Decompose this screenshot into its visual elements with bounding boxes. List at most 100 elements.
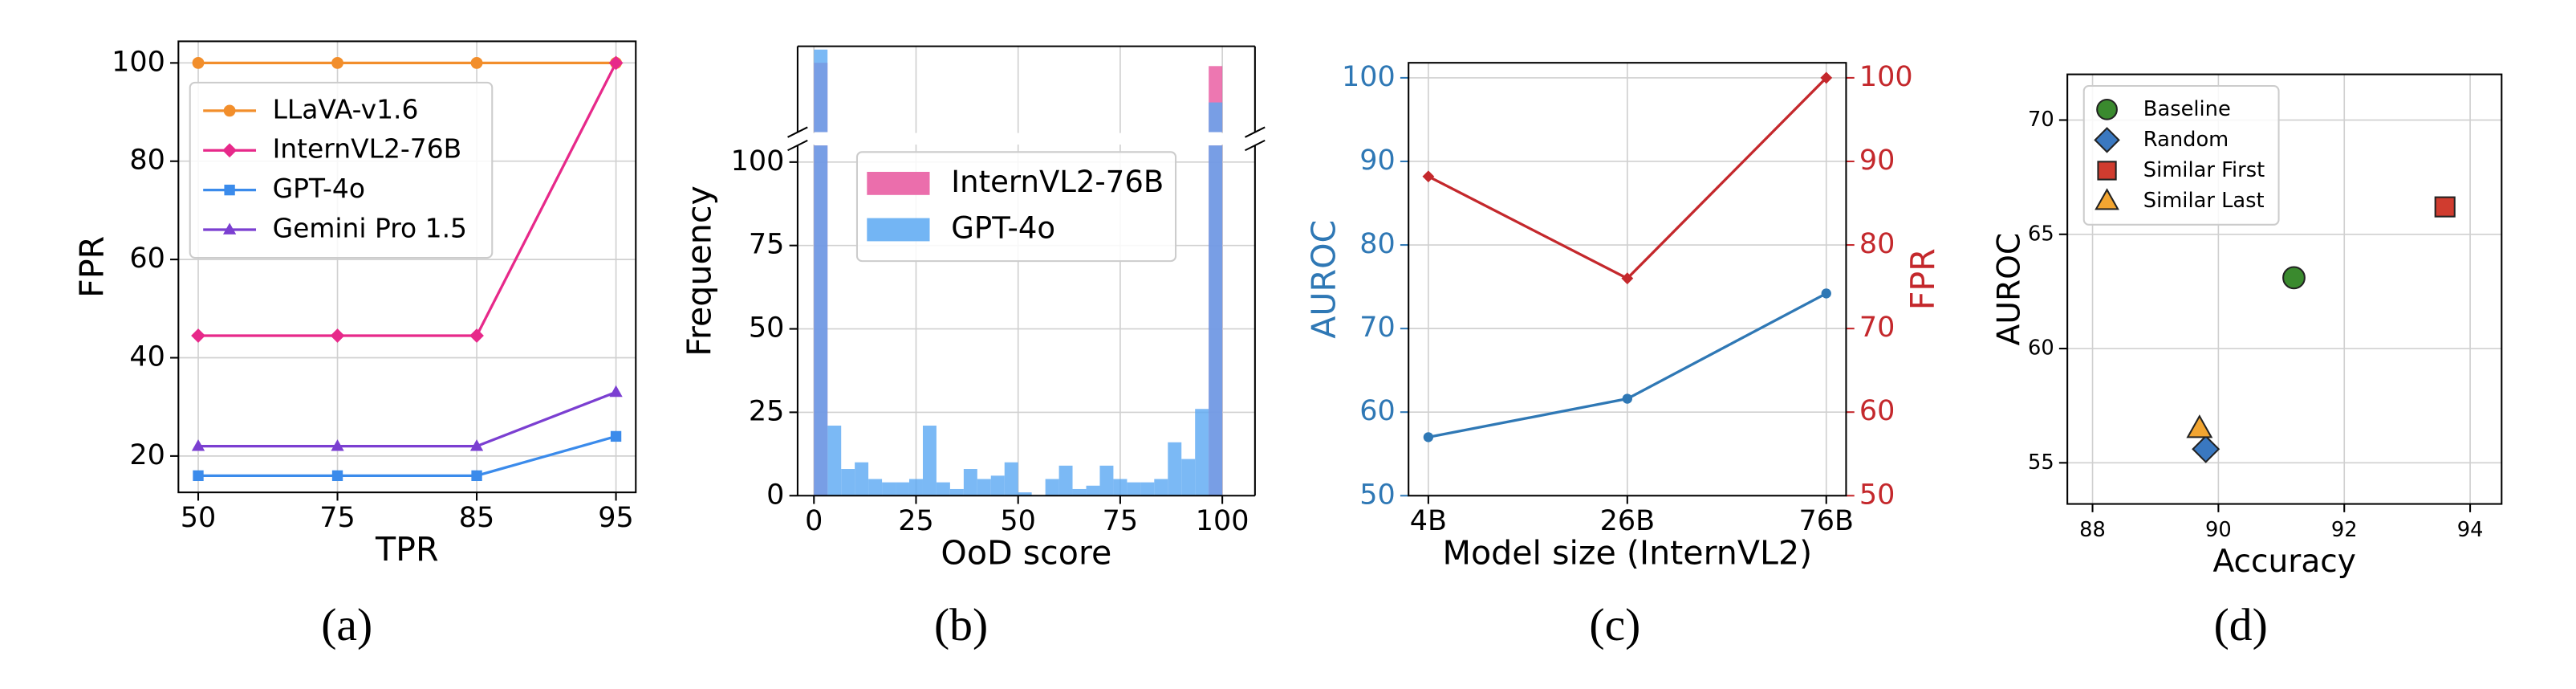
legend-box bbox=[2082, 84, 2280, 226]
legend-patch bbox=[867, 171, 930, 195]
y2-axis-label: FPR bbox=[1904, 248, 1942, 310]
x-tick-label: 94 bbox=[2457, 518, 2484, 542]
bar bbox=[1113, 479, 1128, 496]
legend-marker bbox=[2097, 161, 2117, 181]
x-tick-label: 88 bbox=[2079, 518, 2106, 542]
bar bbox=[977, 479, 991, 496]
marker bbox=[2434, 196, 2456, 218]
y-tick-label: 60 bbox=[1359, 395, 1396, 427]
legend-box bbox=[189, 81, 494, 259]
bar bbox=[963, 469, 977, 496]
legend-label: Gemini Pro 1.5 bbox=[273, 213, 467, 244]
series-line bbox=[198, 434, 617, 477]
legend-patch bbox=[867, 218, 930, 242]
marker bbox=[469, 439, 484, 451]
marker bbox=[192, 56, 205, 69]
x-tick-label: 4B bbox=[1410, 505, 1447, 537]
legend-marker bbox=[222, 143, 237, 158]
marker bbox=[610, 430, 622, 442]
x-tick-label: 92 bbox=[2331, 518, 2358, 542]
marker bbox=[331, 439, 344, 451]
x-axis-label: OoD score bbox=[941, 533, 1111, 572]
y-tick-label: 70 bbox=[1359, 312, 1396, 344]
caption: (d) bbox=[2214, 600, 2268, 650]
x-axis-label: Model size (InternVL2) bbox=[1442, 533, 1812, 572]
marker bbox=[1820, 71, 1833, 84]
legend-label: Baseline bbox=[2143, 97, 2231, 121]
y-tick-label: 80 bbox=[129, 145, 165, 177]
y-axis-label: FPR bbox=[72, 236, 111, 298]
bar bbox=[896, 482, 909, 496]
bar bbox=[1018, 492, 1032, 496]
bar bbox=[1154, 479, 1168, 496]
marker bbox=[2282, 266, 2306, 290]
marker bbox=[1622, 393, 1632, 404]
y-tick-label: 25 bbox=[749, 395, 785, 427]
y-tick-label: 100 bbox=[731, 145, 785, 177]
caption: (a) bbox=[321, 600, 372, 650]
bar bbox=[1209, 145, 1223, 496]
y-tick-label: 60 bbox=[129, 243, 165, 275]
bar bbox=[1140, 482, 1155, 496]
marker bbox=[470, 56, 483, 69]
series-line bbox=[198, 62, 618, 337]
bar bbox=[868, 479, 883, 496]
y-tick-label: 50 bbox=[1359, 479, 1396, 511]
legend-label: GPT-4o bbox=[951, 211, 1055, 246]
bar bbox=[1195, 409, 1209, 496]
y-tick-label: 90 bbox=[1359, 145, 1396, 177]
caption: (c) bbox=[1589, 600, 1640, 650]
x-tick-label: 75 bbox=[319, 502, 356, 534]
bar bbox=[1168, 442, 1182, 496]
y-tick-label: 0 bbox=[766, 479, 784, 511]
x-tick-label: 0 bbox=[805, 505, 823, 537]
y-tick-label: 70 bbox=[1859, 312, 1895, 344]
y-tick-label: 50 bbox=[1859, 479, 1895, 511]
legend-marker bbox=[2096, 98, 2118, 120]
y-tick-label: 100 bbox=[112, 46, 165, 78]
caption: (b) bbox=[934, 600, 988, 650]
legend-label: InternVL2-76B bbox=[273, 133, 462, 165]
y-axis-label: Frequency bbox=[681, 186, 719, 357]
bar bbox=[1086, 485, 1100, 496]
x-tick-label: 100 bbox=[1196, 505, 1249, 537]
bar bbox=[1045, 479, 1059, 496]
marker bbox=[331, 56, 343, 69]
grid-mask bbox=[795, 132, 1257, 145]
legend-label: GPT-4o bbox=[273, 173, 365, 204]
y-axis-label: AUROC bbox=[1992, 233, 2028, 346]
legend-label: Similar First bbox=[2143, 158, 2265, 182]
bar bbox=[1004, 462, 1018, 496]
marker bbox=[193, 470, 204, 482]
bar bbox=[990, 475, 1005, 496]
axis-break bbox=[787, 139, 808, 152]
marker bbox=[330, 328, 345, 343]
bar bbox=[1181, 459, 1196, 496]
legend-marker bbox=[2095, 188, 2119, 210]
y-tick-label: 40 bbox=[129, 340, 165, 373]
marker bbox=[2186, 414, 2213, 438]
y-tick-label: 90 bbox=[1859, 145, 1895, 177]
bar-upper bbox=[814, 49, 828, 132]
axis-break bbox=[1245, 139, 1266, 152]
marker bbox=[1423, 432, 1434, 442]
marker bbox=[331, 470, 343, 482]
bar bbox=[827, 426, 842, 496]
bar bbox=[841, 469, 855, 496]
x-tick-label: 85 bbox=[459, 502, 495, 534]
legend-label: Similar Last bbox=[2143, 189, 2265, 213]
y-tick-label: 100 bbox=[1859, 61, 1913, 93]
y-tick-label: 50 bbox=[749, 312, 785, 344]
legend-marker bbox=[224, 184, 235, 196]
x-tick-label: 26B bbox=[1600, 505, 1656, 537]
legend-label: LLaVA-v1.6 bbox=[273, 93, 419, 124]
marker bbox=[191, 439, 205, 451]
bar bbox=[1099, 465, 1114, 496]
bar bbox=[855, 462, 869, 496]
bar-upper bbox=[1209, 102, 1223, 132]
marker bbox=[2192, 434, 2220, 463]
axis-break bbox=[787, 126, 808, 138]
y-axis-label: AUROC bbox=[1304, 220, 1343, 339]
x-tick-label: 76B bbox=[1799, 505, 1855, 537]
